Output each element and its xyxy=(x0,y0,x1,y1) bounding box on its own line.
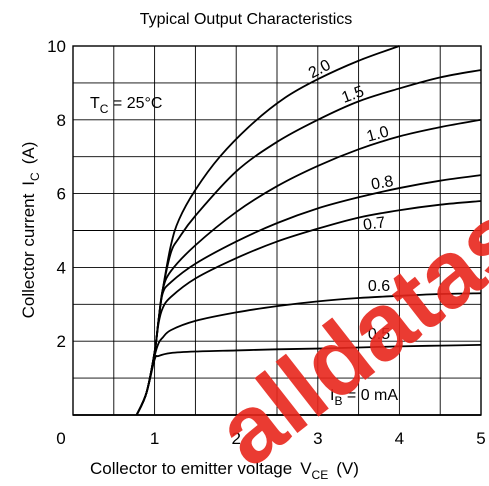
y-tick-label: 8 xyxy=(57,111,66,130)
curve-label-1.0: 1.0 xyxy=(365,123,391,145)
curve-label-2.0: 2.0 xyxy=(306,57,334,82)
baseline-label: IB = 0 mA xyxy=(330,387,398,408)
curve-label-1.5: 1.5 xyxy=(340,83,367,107)
y-tick-label: 10 xyxy=(47,37,66,56)
curve-label-0.5: 0.5 xyxy=(368,326,390,343)
curve-ib-0.6 xyxy=(135,292,482,416)
curve-ib-0.5 xyxy=(135,343,482,416)
y-tick-label: 4 xyxy=(57,258,66,277)
curves xyxy=(73,45,482,416)
y-tick-label: 6 xyxy=(57,185,66,204)
x-tick-label: 3 xyxy=(313,429,322,448)
curve-label-0.8: 0.8 xyxy=(370,173,395,194)
curve-label-0.6: 0.6 xyxy=(368,278,390,295)
x-tick-label: 5 xyxy=(476,429,485,448)
x-axis-title: Collector to emitter voltage VCE (V) xyxy=(90,459,359,482)
temperature-annotation: TC = 25°C xyxy=(90,95,162,116)
y-tick-label: 2 xyxy=(57,332,66,351)
svg-text:alldatasheet: alldatasheet xyxy=(197,61,489,486)
x-tick-label: 0 xyxy=(56,429,65,448)
x-tick-label: 1 xyxy=(150,429,159,448)
x-tick-label: 4 xyxy=(395,429,404,448)
y-axis-title: Collector currentIC(A) xyxy=(19,142,42,319)
chart-title: Typical Output Characteristics xyxy=(140,11,353,28)
y-tick-labels: 2 4 6 8 10 xyxy=(47,37,66,351)
curve-label-0.7: 0.7 xyxy=(362,214,386,234)
curve-ib-0.7 xyxy=(135,200,482,416)
x-tick-label: 2 xyxy=(231,429,240,448)
grid-lines xyxy=(73,46,481,415)
watermark: alldatasheet xyxy=(197,61,489,486)
x-tick-labels: 0 1 2 3 4 5 xyxy=(56,429,485,448)
